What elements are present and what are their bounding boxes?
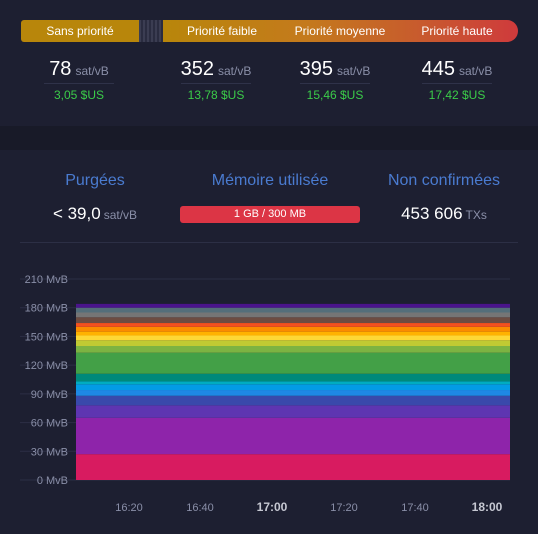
x-tick-label: 17:20 [330, 502, 358, 514]
fee-value: 78 [49, 58, 72, 80]
medium-priority-label: Priorité moyenne [294, 24, 386, 38]
section-divider [20, 242, 518, 243]
x-tick-label: 16:40 [186, 502, 214, 514]
memory-usage-bar: 1 GB / 300 MB [180, 206, 360, 223]
unconfirmed-stat: 453 606 TXs [384, 204, 504, 224]
fee-usd: 3,05 $US [53, 88, 105, 102]
area-layer [76, 346, 510, 353]
purged-value: < 39,0 [52, 204, 101, 223]
unconfirmed-value: 453 606 [401, 204, 463, 223]
fee-value: 352 [180, 58, 214, 80]
area-layer [76, 373, 510, 382]
area-layer [76, 417, 510, 455]
area-layer [76, 340, 510, 346]
unconfirmed-unit: TXs [465, 208, 487, 222]
fee-usd: 15,46 $US [306, 88, 364, 102]
area-layer [76, 326, 510, 332]
fee-divider [181, 83, 251, 84]
area-layer [76, 405, 510, 418]
purged-heading: Purgées [65, 172, 125, 189]
no-priority-label: Sans priorité [46, 24, 114, 38]
area-layer [76, 307, 510, 313]
area-layer [76, 317, 510, 324]
purged-unit: sat/vB [103, 208, 138, 222]
fee-unit: sat/vB [337, 64, 371, 78]
area-layer [76, 303, 510, 308]
fee-high-priority: 445 sat/vB 17,42 $US [407, 58, 507, 102]
area-layer [76, 323, 510, 327]
fee-medium-priority: 395 sat/vB 15,46 $US [285, 58, 385, 102]
area-layer [76, 381, 510, 385]
high-priority-label: Priorité haute [421, 24, 493, 38]
low-priority-label: Priorité faible [186, 24, 258, 38]
y-tick-label: 120 MvB [25, 360, 68, 372]
fee-divider [422, 83, 492, 84]
area-layer [76, 384, 510, 391]
fee-divider [300, 83, 370, 84]
fee-low-priority: 352 sat/vB 13,78 $US [166, 58, 266, 102]
area-layer [76, 352, 510, 374]
fee-divider [44, 83, 114, 84]
no-priority-bar: Sans priorité [21, 20, 139, 42]
area-layer [76, 312, 510, 318]
y-tick-label: 0 MvB [37, 475, 68, 487]
x-tick-label: 17:00 [257, 500, 288, 514]
area-layer [76, 454, 510, 480]
unconfirmed-heading: Non confirmées [387, 172, 501, 189]
priority-gradient-bar: Priorité faible Priorité moyenne Priorit… [163, 20, 518, 42]
area-layer [76, 390, 510, 396]
fee-usd: 13,78 $US [187, 88, 245, 102]
fee-value: 395 [299, 58, 333, 80]
x-tick-label: 18:00 [472, 500, 503, 514]
y-tick-label: 90 MvB [31, 389, 68, 401]
memory-heading: Mémoire utilisée [211, 172, 329, 189]
mempool-chart[interactable]: 0 MvB 30 MvB 60 MvB 90 MvB 120 MvB 150 MvB 180… [0, 266, 538, 534]
fees-card: Sans priorité Priorité faible Priorité m… [0, 0, 538, 126]
x-tick-label: 17:40 [401, 502, 429, 514]
fee-usd: 17,42 $US [428, 88, 486, 102]
area-layer [76, 395, 510, 406]
area-layer [76, 335, 510, 341]
fee-unit: sat/vB [459, 64, 493, 78]
fee-unit: sat/vB [75, 64, 109, 78]
y-tick-label: 30 MvB [31, 446, 68, 458]
fee-value: 445 [421, 58, 455, 80]
fee-no-priority: 78 sat/vB 3,05 $US [29, 58, 129, 102]
y-tick-label: 180 MvB [25, 303, 68, 315]
area-layer [76, 331, 510, 336]
y-tick-label: 210 MvB [25, 274, 68, 286]
purged-stat: < 39,0 sat/vB [35, 204, 155, 224]
x-tick-label: 16:20 [115, 502, 143, 514]
y-tick-label: 150 MvB [25, 331, 68, 343]
y-tick-label: 60 MvB [31, 418, 68, 430]
fee-unit: sat/vB [218, 64, 252, 78]
priority-gap [139, 20, 163, 42]
